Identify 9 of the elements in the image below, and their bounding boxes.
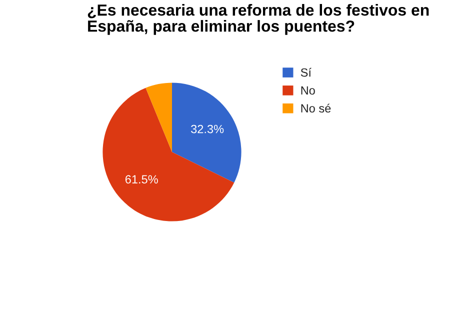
legend-label: No — [301, 86, 315, 95]
legend-label: Sí — [300, 68, 312, 77]
chart-title: ¿Es necesaria una reforma de los festivos en España, para eliminar los puentes? — [88, 4, 429, 35]
pie-slice — [102, 88, 234, 222]
pie-slice — [146, 82, 172, 152]
legend-label: No sé — [301, 104, 331, 113]
pie-slice — [172, 82, 242, 183]
data-label: 61.5% — [125, 175, 158, 184]
data-label: 32.3% — [191, 124, 224, 134]
